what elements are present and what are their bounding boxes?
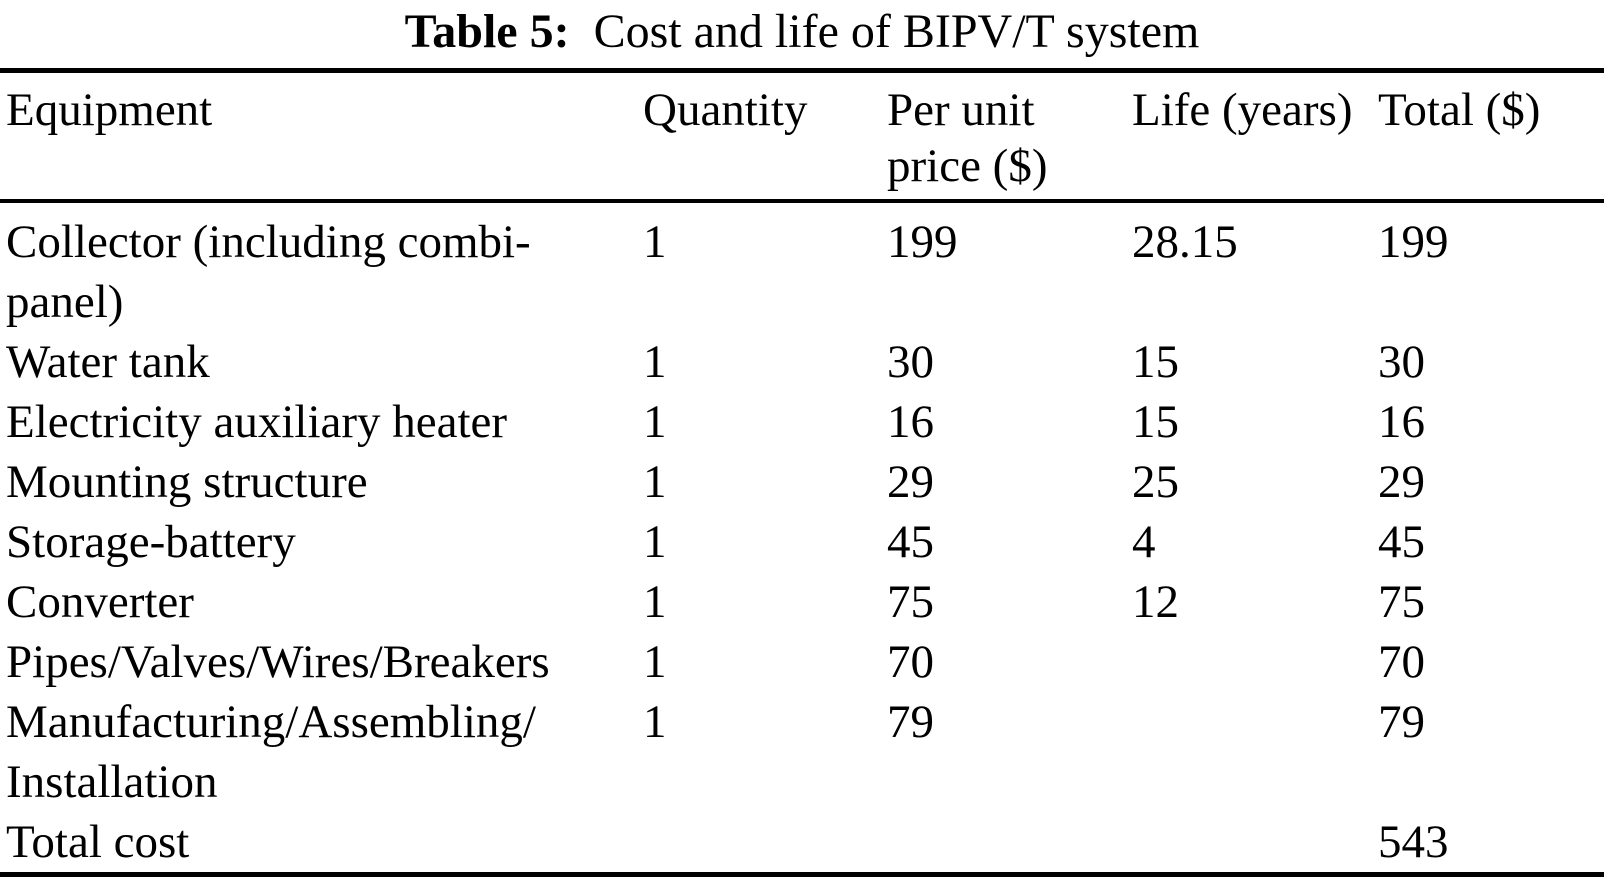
cell-per-unit-price: 70 [887, 636, 934, 688]
table-row: Converter 1 75 12 75 [0, 572, 1604, 632]
cell-quantity: 1 [643, 216, 667, 268]
cell-life-years [1132, 692, 1378, 812]
table-header-row: Equipment Quantity Per unit price ($) Life … [0, 70, 1604, 203]
cell-per-unit-price [887, 812, 1132, 875]
cell-per-unit-price: 79 [887, 696, 934, 748]
column-header-per-unit-price: Per unit price ($) [887, 70, 1132, 203]
cell-quantity: 1 [643, 576, 667, 628]
cell-quantity: 1 [643, 396, 667, 448]
table-header: Equipment Quantity Per unit price ($) Life … [0, 70, 1604, 203]
cell-per-unit-price: 45 [887, 516, 934, 568]
cell-total: 30 [1378, 336, 1425, 388]
table-caption: Table 5: Cost and life of BIPV/T system [0, 0, 1604, 60]
cell-equipment: Water tank [6, 336, 210, 388]
cell-total: 79 [1378, 696, 1425, 748]
cell-per-unit-price: 16 [887, 396, 934, 448]
cell-total: 70 [1378, 636, 1425, 688]
cell-life-years [1132, 632, 1378, 692]
table-caption-label: Table 5: [404, 5, 570, 58]
cell-quantity: 1 [643, 456, 667, 508]
table-row: Mounting structure 1 29 25 29 [0, 452, 1604, 512]
cell-per-unit-price: 30 [887, 336, 934, 388]
cell-life-years: 28.15 [1132, 216, 1238, 268]
cell-quantity: 1 [643, 696, 667, 748]
cell-per-unit-price: 199 [887, 216, 958, 268]
table-row: Electricity auxiliary heater 1 16 15 16 [0, 392, 1604, 452]
column-header-life-years: Life (years) [1132, 70, 1378, 203]
cell-life-years: 4 [1132, 516, 1156, 568]
cell-total: 16 [1378, 396, 1425, 448]
cell-life-years: 25 [1132, 456, 1179, 508]
column-header-quantity: Quantity [643, 70, 887, 203]
cell-total: 45 [1378, 516, 1425, 568]
cell-quantity: 1 [643, 336, 667, 388]
cell-equipment: Pipes/​Valves/​Wires/​Breakers [6, 636, 550, 688]
cell-quantity: 1 [643, 636, 667, 688]
table-row: Total cost 543 [0, 812, 1604, 875]
table-row: Storage-battery 1 45 4 45 [0, 512, 1604, 572]
cell-equipment: Total cost [6, 816, 190, 868]
column-header-total: Total ($) [1378, 70, 1604, 203]
cell-equipment: Mounting structure [6, 456, 368, 508]
cell-total: 75 [1378, 576, 1425, 628]
cell-quantity: 1 [643, 516, 667, 568]
cell-life-years: 15 [1132, 336, 1179, 388]
table-row: Water tank 1 30 15 30 [0, 332, 1604, 392]
cell-equipment: Manufacturing/​Assembling/​Installation [6, 696, 536, 808]
table-row: Collector (including combi-panel) 1 199 28.… [0, 201, 1604, 332]
cell-quantity [643, 812, 887, 875]
cell-life-years: 12 [1132, 576, 1179, 628]
cell-total: 543 [1378, 816, 1449, 868]
cell-equipment: Converter [6, 576, 194, 628]
cell-equipment: Collector (including combi-panel) [6, 216, 531, 328]
column-header-equipment: Equipment [0, 70, 643, 203]
cell-equipment: Electricity auxiliary heater [6, 396, 508, 448]
cell-total: 29 [1378, 456, 1425, 508]
cell-per-unit-price: 29 [887, 456, 934, 508]
cell-life-years: 15 [1132, 396, 1179, 448]
cell-per-unit-price: 75 [887, 576, 934, 628]
cell-equipment: Storage-battery [6, 516, 296, 568]
table-row: Pipes/​Valves/​Wires/​Breakers 1 70 70 [0, 632, 1604, 692]
cost-table: Equipment Quantity Per unit price ($) Life … [0, 68, 1604, 877]
cell-total: 199 [1378, 216, 1449, 268]
table-caption-text: Cost and life of BIPV/T system [593, 5, 1200, 58]
table-body: Collector (including combi-panel) 1 199 28.… [0, 201, 1604, 875]
table-row: Manufacturing/​Assembling/​Installation 1… [0, 692, 1604, 812]
cell-life-years [1132, 812, 1378, 875]
